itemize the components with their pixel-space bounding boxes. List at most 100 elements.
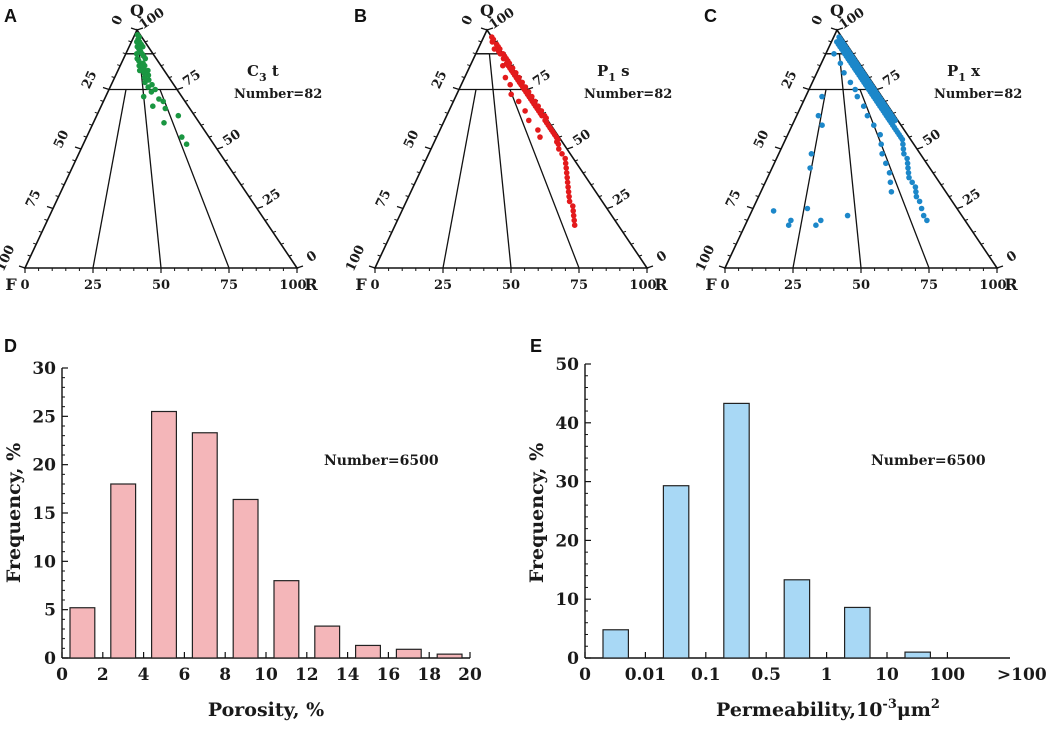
ternary-c-left-minor-tick: [733, 242, 737, 245]
ternary-a-base-tick-label: 100: [279, 278, 306, 293]
ternary-a-left-tick-label: 50: [51, 128, 72, 151]
ternary-a-left-minor-tick: [33, 242, 37, 245]
ternary-b-right-tick: [606, 205, 614, 210]
hist-d-y-tick-label: 30: [32, 359, 56, 379]
ternary-c-point: [899, 136, 906, 143]
ternary-c-formation-main: P: [947, 62, 958, 80]
hist-e-x-tick-label: 0.5: [751, 665, 781, 685]
ternary-c-left-minor-tick: [744, 218, 748, 221]
ternary-a-base-tick-label: 0: [20, 278, 29, 293]
hist-e-x-label-exponent: -3: [882, 697, 896, 712]
ternary-c-right-tick: [876, 86, 884, 91]
ternary-a-ray-25: [92, 89, 127, 269]
hist-e-x-tick-label: 0.01: [625, 665, 666, 685]
ternary-c-right-minor-tick: [884, 99, 889, 102]
hist-e-y-tick-label: 10: [555, 590, 579, 610]
ternary-c-right-minor-tick: [868, 76, 873, 79]
hist-e-x-tick-label: 0.1: [691, 665, 721, 685]
hist-e-bar: [723, 402, 750, 659]
ternary-a-point: [134, 39, 140, 45]
hist-e-x-label-unit: μm: [897, 699, 931, 721]
ternary-a-left-minor-tick: [128, 40, 132, 43]
ternary-c-left-minor-tick: [738, 230, 742, 233]
ternary-c-right-tick: [956, 205, 964, 210]
ternary-b-right-minor-tick: [638, 254, 643, 257]
ternary-c-point: [871, 122, 877, 128]
ternary-c-point: [918, 205, 925, 212]
ternary-b-left-minor-tick: [444, 111, 448, 114]
ternary-c-point: [813, 222, 819, 228]
ternary-c-left-minor-tick: [822, 52, 826, 55]
ternary-c-left-minor-tick: [755, 195, 759, 198]
ternary-a-formation-main: C: [247, 62, 259, 80]
ternary-b-formation-subscript: 1: [608, 71, 616, 84]
hist-d-bar: [355, 644, 382, 659]
hist-d-x-tick-label: 4: [138, 665, 150, 685]
ternary-a-right-minor-tick: [200, 123, 205, 126]
ternary-c-point: [888, 189, 895, 195]
ternary-b-point: [563, 170, 570, 176]
ternary-c-point: [901, 151, 907, 157]
ternary-c-left-tick-label: 50: [751, 128, 772, 151]
hist-d-bar: [232, 498, 259, 659]
ternary-a-left-tick: [130, 27, 138, 31]
hist-d-bar: [151, 410, 178, 659]
ternary-c-left-minor-tick: [727, 254, 731, 257]
hist-e-bar: [662, 485, 690, 659]
ternary-a-count-label: Number=82: [234, 87, 322, 102]
hist-d-y-tick-label: 5: [44, 601, 56, 621]
ternary-b-point: [562, 155, 568, 162]
ternary-c-point: [913, 189, 919, 195]
ternary-a-formation-suffix: t: [267, 62, 279, 80]
ternary-a-left-tick-label: 75: [23, 188, 44, 211]
ternary-b-left-minor-tick: [450, 99, 454, 102]
hist-d-annotation: Number=6500: [324, 453, 439, 469]
ternary-c-base-tick-label: 50: [852, 278, 870, 293]
ternary-a-left-minor-tick: [89, 123, 93, 126]
hist-e-bar: [843, 606, 871, 659]
ternary-b-point: [555, 141, 562, 147]
ternary-b-left-minor-tick: [377, 254, 381, 257]
ternary-c-right-tick-label: 50: [920, 127, 943, 150]
ternary-b-left-minor-tick: [422, 159, 426, 162]
ternary-b-base-tick-label: 100: [629, 278, 656, 293]
hist-d-x-tick-label: 2: [97, 665, 109, 685]
ternary-a-vertex-r: R: [304, 275, 318, 294]
panel-label-c: C: [704, 6, 717, 26]
ternary-c-left-tick-label: 75: [723, 188, 744, 211]
ternary-b-point: [565, 189, 572, 195]
ternary-b-left-tick: [480, 27, 488, 31]
ternary-c-left-tick-label: 100: [693, 243, 718, 274]
ternary-c-point: [860, 103, 867, 109]
hist-d-x-label: Porosity, %: [208, 699, 324, 721]
ternary-a-left-tick-label: 25: [79, 69, 100, 92]
ternary-c-right-tick: [996, 265, 1004, 269]
ternary-c-point: [904, 155, 910, 162]
ternary-a-formation-subscript: 3: [259, 71, 267, 84]
ternary-c-right-minor-tick: [932, 171, 937, 174]
ternary-c-right-minor-tick: [852, 52, 857, 55]
ternary-c-left-tick: [830, 27, 838, 31]
hist-e-x-tick-label: >100: [997, 665, 1047, 685]
ternary-b-left-minor-tick: [411, 183, 415, 186]
hist-d-x-tick-label: 14: [336, 665, 360, 685]
ternary-c-left-tick: [774, 146, 782, 150]
ternary-c-point: [815, 112, 822, 119]
hist-e-x-tick-label: 10: [875, 665, 899, 685]
hist-e-x-tick-label: 0: [579, 665, 591, 685]
ternary-b-point: [522, 108, 528, 114]
ternary-c-left-minor-tick: [766, 171, 770, 174]
ternary-c-point: [819, 93, 825, 100]
ternary-b-left-tick-label: 50: [401, 128, 422, 151]
hist-d-bar: [191, 432, 218, 659]
ternary-a-right-tick-label: 25: [260, 186, 283, 209]
ternary-a-left-minor-tick: [117, 64, 121, 67]
ternary-a-point: [183, 141, 190, 147]
ternary-c-point: [878, 141, 884, 147]
ternary-c-formation-subscript: 1: [958, 71, 966, 84]
ternary-c-left-minor-tick: [811, 76, 815, 79]
ternary-a-point: [142, 55, 149, 62]
ternary-a-point: [136, 67, 143, 74]
ternary-b-point: [507, 81, 513, 88]
ternary-b-left-tick: [452, 86, 460, 91]
